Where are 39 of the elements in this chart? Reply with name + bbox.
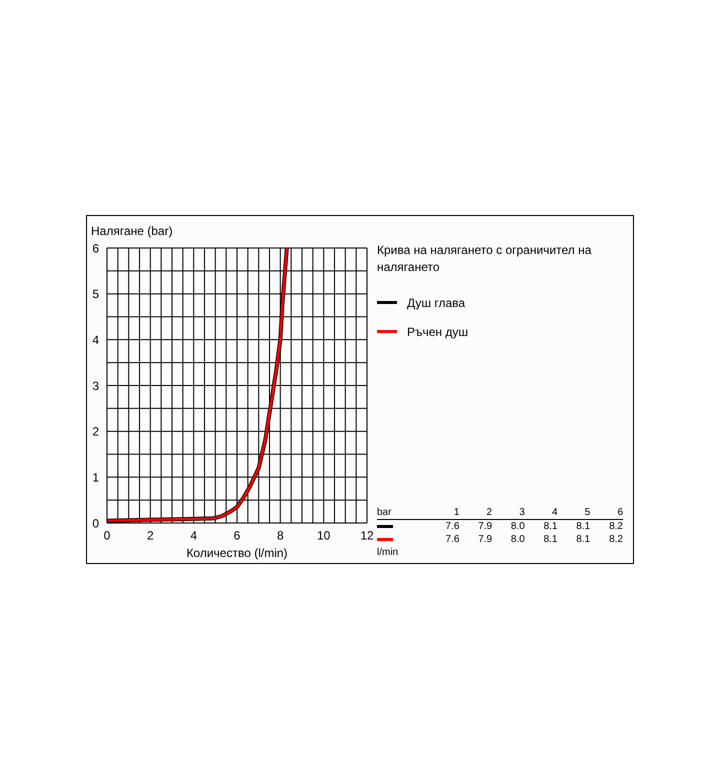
legend-label: Ръчен душ — [407, 324, 468, 338]
x-tick-label: 2 — [146, 528, 154, 543]
text: 7.6 — [444, 533, 460, 546]
text: 8.0 — [510, 533, 525, 546]
text: 6 — [616, 506, 623, 520]
text: l/min — [377, 546, 400, 559]
x-axis-title: Количество (l/min) — [186, 546, 288, 560]
text: 8.2 — [608, 520, 623, 533]
text: 5 — [584, 506, 590, 520]
y-tick-label: 0 — [92, 516, 100, 530]
text: 8.2 — [608, 533, 623, 546]
text: 8.1 — [542, 520, 558, 533]
legend-label: Душ глава — [407, 296, 466, 310]
y-tick-label: 4 — [92, 332, 100, 347]
x-tick-label: 12 — [360, 528, 374, 543]
x-tick-label: 0 — [104, 528, 111, 543]
text: bar — [377, 506, 392, 520]
y-tick-label: 6 — [92, 241, 100, 256]
text: 8.1 — [542, 533, 558, 546]
x-tick-label: 10 — [316, 528, 331, 543]
text: 7.6 — [444, 520, 460, 533]
text: 1 — [452, 506, 460, 520]
text: 7.9 — [477, 520, 492, 533]
x-tick-label: 6 — [234, 528, 241, 543]
y-tick-label: 3 — [92, 378, 100, 393]
legend-title: Крива на налягането с ограничител на налягането — [377, 242, 592, 276]
y-tick-label: 5 — [92, 287, 100, 302]
y-tick-label: 1 — [92, 470, 100, 484]
text: 8.0 — [510, 520, 525, 533]
y-axis-title: Налягане (bar) — [91, 224, 173, 238]
x-tick-label: 4 — [190, 528, 198, 543]
text: 8.1 — [575, 533, 590, 546]
text: 8.1 — [575, 520, 590, 533]
text: 7.9 — [477, 533, 492, 546]
text: 4 — [550, 506, 558, 520]
x-tick-label: 8 — [276, 528, 284, 543]
y-tick-label: 2 — [92, 424, 100, 439]
text: 3 — [518, 506, 525, 520]
text: 2 — [486, 506, 492, 520]
